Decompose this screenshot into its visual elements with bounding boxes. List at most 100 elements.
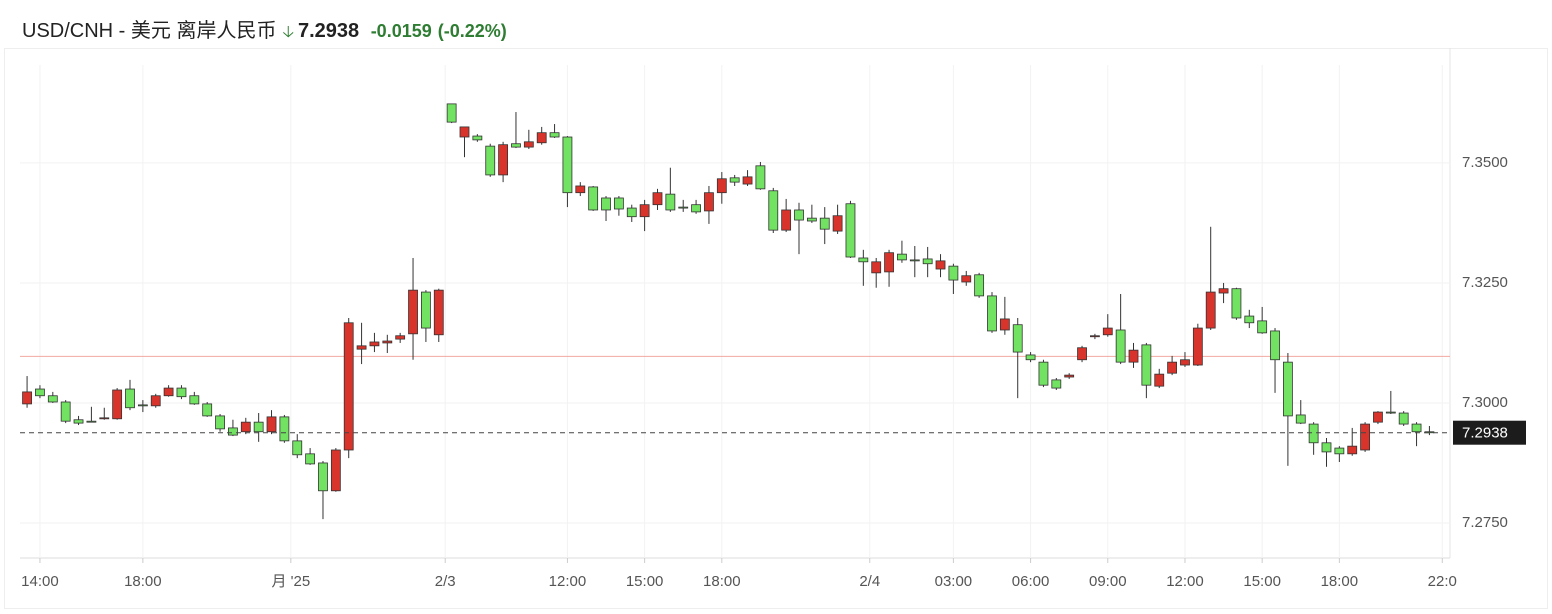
candle-body xyxy=(1398,412,1409,425)
candle-body xyxy=(1308,423,1319,444)
candle-body xyxy=(1373,411,1383,423)
candle-body xyxy=(961,275,972,283)
candle-body xyxy=(279,416,290,442)
candle-body xyxy=(1141,344,1152,386)
candle-body xyxy=(1012,324,1023,353)
candle-body xyxy=(626,207,637,218)
down-arrow: 🡣 xyxy=(282,24,294,41)
candle-body xyxy=(1347,445,1358,455)
candle-body xyxy=(215,415,225,430)
candle-body xyxy=(1257,320,1268,334)
candle-body xyxy=(369,341,380,347)
candle-body xyxy=(974,274,985,297)
candle-body xyxy=(1128,349,1139,363)
candle-body xyxy=(1102,327,1113,336)
candle-body xyxy=(163,387,174,397)
plot xyxy=(20,103,1450,520)
x-tick-label: 15:00 xyxy=(1243,573,1281,590)
candle-body xyxy=(1231,288,1242,319)
candle-body xyxy=(35,388,45,397)
candle-body xyxy=(511,143,521,148)
last-price: 7.2938 xyxy=(297,20,360,42)
x-tick-label: 2/3 xyxy=(435,573,456,590)
candle-body xyxy=(987,295,997,332)
x-tick-label: 月 '25 xyxy=(271,573,310,590)
candle-body xyxy=(395,335,406,340)
candle-body xyxy=(819,217,830,230)
candle-body xyxy=(1385,411,1396,414)
x-tick-label: 03:00 xyxy=(935,573,973,590)
y-tick-label: 7.3250 xyxy=(1462,274,1508,291)
candle-body xyxy=(832,215,843,232)
candle-body xyxy=(446,103,457,123)
x-tick-label: 14:00 xyxy=(21,573,59,590)
candle-body xyxy=(343,322,354,451)
candle-body xyxy=(716,178,727,194)
candle-body xyxy=(858,257,869,263)
candle-body xyxy=(871,261,882,274)
candle-body xyxy=(421,291,431,329)
last-price-label: 7.2938 xyxy=(1462,425,1508,442)
candle-body xyxy=(1321,442,1332,453)
candle-body xyxy=(318,462,328,492)
candle-body xyxy=(266,416,277,433)
candle-body xyxy=(665,193,676,211)
y-tick-label: 7.3000 xyxy=(1462,394,1508,411)
last-price-box xyxy=(1453,420,1526,445)
candle-body xyxy=(691,204,701,213)
candle-body xyxy=(1192,327,1203,366)
change-percent: (-0.22%) xyxy=(437,21,507,41)
candle-body xyxy=(999,318,1010,331)
candle-body xyxy=(1038,361,1049,386)
candle-body xyxy=(909,259,920,262)
candle-body xyxy=(729,177,740,183)
candle-body xyxy=(639,204,650,218)
header: USD/CNH - 美元 离岸人民币 🡣 7.2938 -0.0159 (-0.22%… xyxy=(22,14,513,48)
candle-body xyxy=(176,387,187,398)
candle-body xyxy=(742,176,753,185)
candle-body xyxy=(1167,361,1178,374)
candle-body xyxy=(948,265,959,281)
candle-body xyxy=(253,421,264,433)
candle-body xyxy=(240,421,251,433)
candle-body xyxy=(498,144,508,176)
candle-body xyxy=(1025,354,1036,361)
candle-body xyxy=(459,126,470,138)
candle-body xyxy=(1154,373,1165,387)
grid xyxy=(20,48,1451,563)
candle-body xyxy=(112,389,123,420)
axes: 7.2750 7.3000 7.3250 7.3500 14:00 18:00 月 '25 2… xyxy=(21,154,1526,590)
candle-body xyxy=(150,395,161,407)
candle-body xyxy=(86,420,97,423)
y-tick-label: 7.3500 xyxy=(1462,154,1508,171)
candle-body xyxy=(1282,361,1293,417)
candle-body xyxy=(935,260,946,270)
candle-body xyxy=(794,209,804,221)
candle-body xyxy=(22,391,32,405)
candle-body xyxy=(781,209,792,231)
candle-body xyxy=(433,289,444,336)
candle-body xyxy=(678,206,689,209)
x-tick-label: 18:00 xyxy=(703,573,741,590)
candle-body xyxy=(845,203,856,258)
title: USD/CNH - 美元 离岸人民币 xyxy=(22,20,277,42)
candle-body xyxy=(125,388,135,409)
candle-body xyxy=(1334,447,1345,455)
candle-body xyxy=(768,190,779,231)
candle-body xyxy=(1090,335,1100,338)
candle-body xyxy=(47,395,58,403)
candle-body xyxy=(897,253,907,261)
candle-body xyxy=(1295,414,1306,424)
change: -0.0159 xyxy=(370,21,432,41)
candle-body xyxy=(485,145,496,176)
candle-body xyxy=(1205,291,1216,329)
candle-body xyxy=(588,186,599,211)
candle-body xyxy=(536,132,547,144)
candle-body xyxy=(755,165,766,190)
x-tick-label: 22:0 xyxy=(1428,573,1457,590)
candle-body xyxy=(704,192,714,212)
x-tick-label: 18:00 xyxy=(124,573,162,590)
candle-body xyxy=(228,427,238,436)
candle-body xyxy=(922,258,933,265)
